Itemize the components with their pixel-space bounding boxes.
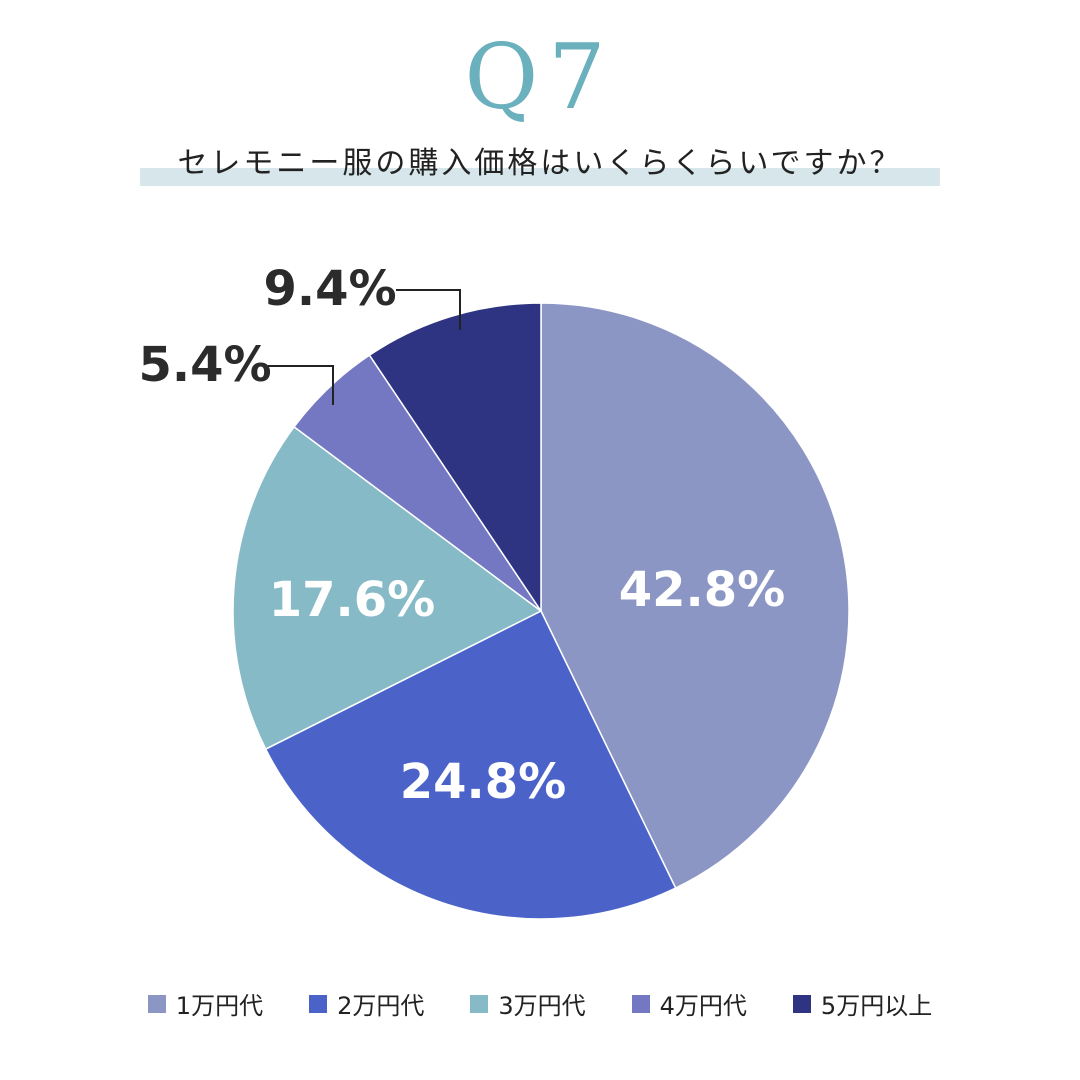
question-text: セレモニー服の購入価格はいくらくらいですか？: [177, 146, 903, 181]
pie-slice-3man: [232, 425, 543, 751]
pie-slice-5man-plus: [368, 302, 542, 614]
legend-swatch: [792, 994, 811, 1013]
legend-label: 3万円代: [498, 992, 586, 1020]
data-label-4man: 5.4%: [138, 337, 271, 393]
legend-item: 2万円代: [309, 986, 424, 1021]
legend-item: 1万円代: [147, 986, 264, 1021]
data-label-5man-plus: 9.4%: [263, 261, 396, 317]
leader-line-5man-plus: [396, 289, 461, 330]
data-label-2man: 24.8%: [400, 754, 567, 810]
legend-swatch: [309, 994, 328, 1013]
legend-label: 2万円代: [337, 992, 425, 1020]
legend-label: 1万円代: [175, 992, 264, 1020]
legend-item: 5万円以上: [792, 986, 933, 1021]
question-number: Q7: [464, 25, 616, 130]
pie-slice-1man: [540, 302, 850, 890]
data-label-1man: 42.8%: [619, 562, 786, 618]
pie-slice-2man: [264, 609, 677, 920]
legend-label: 5万円以上: [820, 992, 933, 1020]
legend: 1万円代 2万円代 3万円代 4万円代 5万円以上: [0, 986, 1080, 1021]
legend-swatch: [631, 994, 650, 1013]
legend-swatch: [147, 994, 166, 1013]
legend-item: 3万円代: [470, 986, 586, 1021]
question-highlight-band: [140, 168, 940, 186]
data-label-3man: 17.6%: [269, 572, 436, 628]
legend-swatch: [470, 994, 489, 1013]
legend-item: 4万円代: [631, 986, 747, 1021]
leader-line-4man: [268, 365, 334, 405]
legend-label: 4万円代: [659, 992, 747, 1020]
